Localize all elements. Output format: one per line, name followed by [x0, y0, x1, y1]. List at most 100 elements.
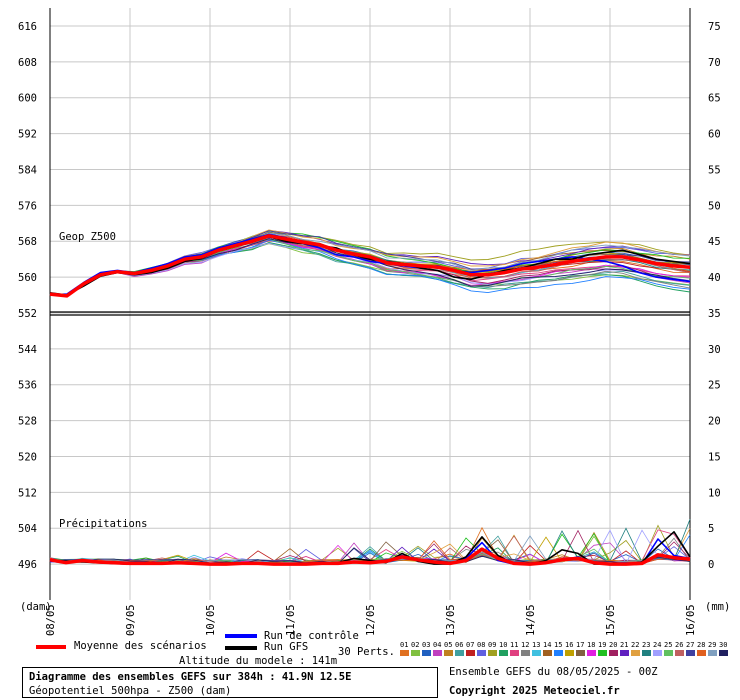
pert-color-swatch: [620, 650, 629, 656]
pert-number-label: 12: [521, 641, 529, 649]
altitude-label: Altitude du modele : 141m: [179, 655, 338, 667]
pert-number-label: 21: [620, 641, 628, 649]
copyright-label: Copyright 2025 Meteociel.fr: [449, 685, 620, 697]
pert-number-label: 24: [653, 641, 661, 649]
pert-number-label: 08: [477, 641, 485, 649]
pert-color-swatch: [653, 650, 662, 656]
y-tick-label: 576: [18, 200, 37, 212]
pert-color-swatch: [631, 650, 640, 656]
pert-number-label: 11: [510, 641, 518, 649]
pert-number-label: 29: [708, 641, 716, 649]
gfs-legend-swatch: [225, 646, 257, 650]
pert-number-label: 30: [719, 641, 727, 649]
chart-title-box: Diagramme des ensembles GEFS sur 384h : …: [22, 667, 438, 698]
y-tick-label: 536: [18, 380, 37, 392]
y-tick-label: 552: [18, 308, 37, 320]
pert-color-swatch: [510, 650, 519, 656]
y-tick-label: 504: [18, 523, 37, 535]
pert-number-label: 19: [598, 641, 606, 649]
pert-number-label: 28: [697, 641, 705, 649]
y-tick-label: 592: [18, 129, 37, 141]
perts-legend-label: 30 Perts.: [338, 646, 395, 658]
y-tick-label: 600: [18, 93, 37, 105]
pert-color-swatch: [477, 650, 486, 656]
y-right-tick-label: 45: [708, 236, 721, 248]
y-tick-label: 528: [18, 416, 37, 428]
y-right-tick-label: 55: [708, 164, 721, 176]
mean-legend-swatch: [36, 645, 66, 649]
pert-color-swatch: [565, 650, 574, 656]
pert-color-swatch: [697, 650, 706, 656]
ensemble-run-label: Ensemble GEFS du 08/05/2025 - 00Z: [449, 666, 658, 678]
pert-number-label: 27: [686, 641, 694, 649]
y-tick-label: 496: [18, 559, 37, 571]
pert-color-swatch: [675, 650, 684, 656]
y-tick-label: 608: [18, 57, 37, 69]
pert-number-label: 22: [631, 641, 639, 649]
pert-number-label: 02: [411, 641, 419, 649]
gfs-legend-label: Run GFS: [264, 641, 309, 653]
pert-number-label: 23: [642, 641, 650, 649]
pert-number-label: 15: [554, 641, 562, 649]
pert-color-swatch: [587, 650, 596, 656]
y-right-tick-label: 0: [708, 559, 714, 571]
precip-panel-label: Précipitations: [59, 518, 148, 530]
right-axis-unit-label: (mm): [705, 601, 730, 613]
pert-number-label: 09: [488, 641, 496, 649]
pert-color-swatch: [598, 650, 607, 656]
pert-color-swatch: [609, 650, 618, 656]
pert-color-swatch: [488, 650, 497, 656]
pert-number-label: 18: [587, 641, 595, 649]
y-right-tick-label: 30: [708, 344, 721, 356]
main-series-lines: [49, 233, 691, 566]
x-tick-label: 09/05: [125, 604, 137, 636]
y-right-tick-label: 20: [708, 416, 721, 428]
pert-number-label: 06: [455, 641, 463, 649]
pert-color-swatch: [422, 650, 431, 656]
pert-number-label: 13: [532, 641, 540, 649]
chart-title: Diagramme des ensembles GEFS sur 384h : …: [29, 671, 352, 683]
pert-color-swatch: [444, 650, 453, 656]
pert-number-label: 01: [400, 641, 408, 649]
chart-grid: [49, 8, 691, 600]
y-right-tick-label: 25: [708, 380, 721, 392]
y-right-tick-label: 40: [708, 272, 721, 284]
x-tick-label: 16/05: [685, 604, 697, 636]
y-right-tick-label: 10: [708, 487, 721, 499]
y-tick-label: 520: [18, 451, 37, 463]
x-tick-label: 11/05: [285, 604, 297, 636]
x-tick-label: 13/05: [445, 604, 457, 636]
control-legend-label: Run de contrôle: [264, 630, 359, 642]
x-tick-label: 10/05: [205, 604, 217, 636]
series-geop-0: [49, 234, 691, 298]
pert-number-label: 07: [466, 641, 474, 649]
pert-color-swatch: [411, 650, 420, 656]
mean-legend-label: Moyenne des scénarios: [74, 640, 207, 652]
y-right-tick-label: 50: [708, 200, 721, 212]
chart-subtitle: Géopotentiel 500hpa - Z500 (dam): [29, 685, 232, 697]
pert-color-swatch: [719, 650, 728, 656]
y-tick-label: 544: [18, 344, 37, 356]
x-tick-label: 14/05: [525, 604, 537, 636]
pert-number-label: 04: [433, 641, 441, 649]
pert-number-label: 25: [664, 641, 672, 649]
y-right-tick-label: 75: [708, 21, 721, 33]
y-right-tick-label: 65: [708, 93, 721, 105]
y-right-tick-label: 35: [708, 308, 721, 320]
y-right-tick-label: 60: [708, 129, 721, 141]
pert-color-swatch: [664, 650, 673, 656]
pert-color-swatch: [532, 650, 541, 656]
y-axis-unit-label: (dam): [20, 601, 52, 613]
pert-number-label: 05: [444, 641, 452, 649]
pert-number-label: 20: [609, 641, 617, 649]
y-right-tick-label: 70: [708, 57, 721, 69]
series-precip-0: [49, 547, 691, 566]
pert-number-label: 03: [422, 641, 430, 649]
y-tick-label: 560: [18, 272, 37, 284]
pert-color-swatch: [455, 650, 464, 656]
pert-color-swatch: [433, 650, 442, 656]
y-tick-label: 568: [18, 236, 37, 248]
pert-number-label: 16: [565, 641, 573, 649]
